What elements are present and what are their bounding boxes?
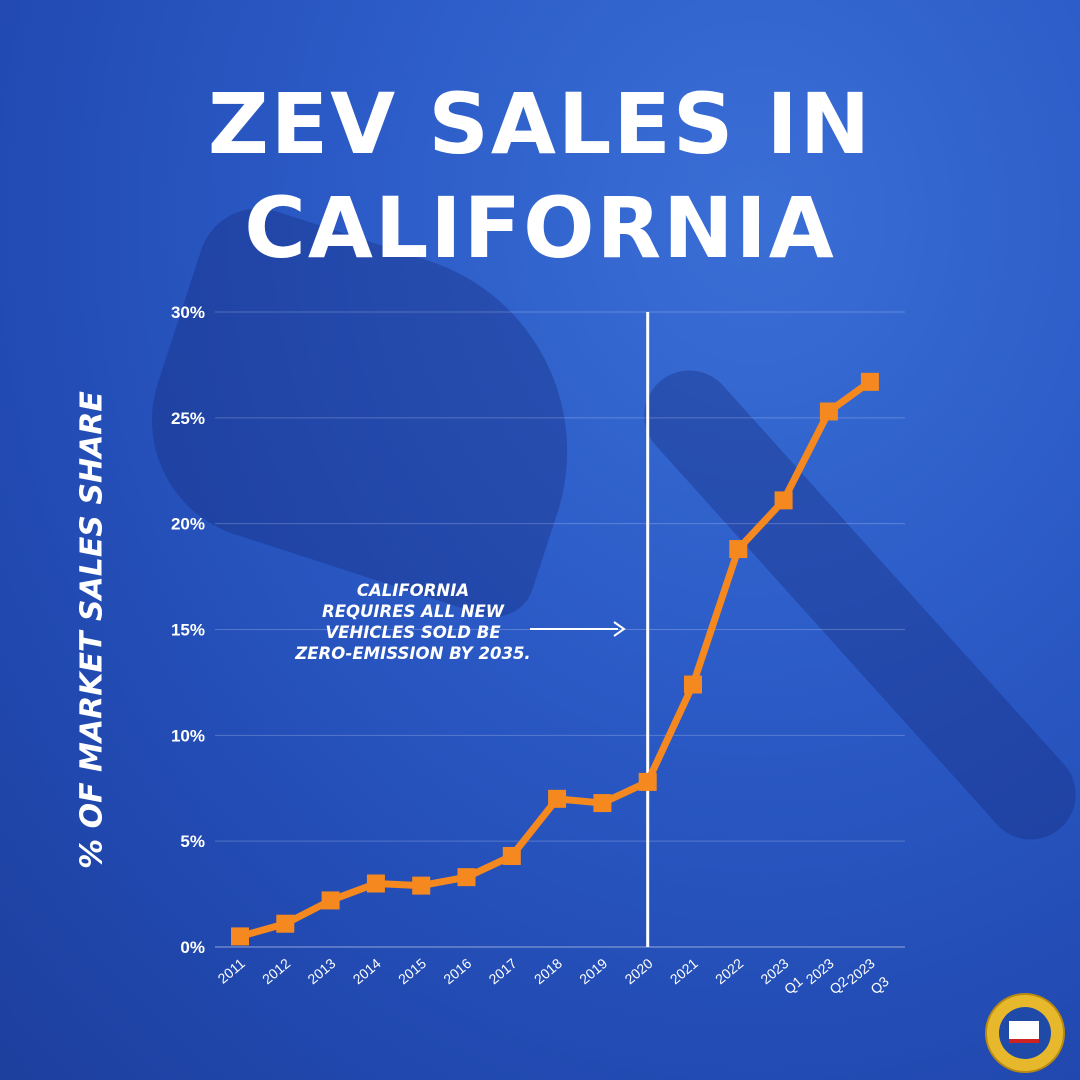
x-tick-label: 2016 [440,955,474,987]
x-tick-label: 2018 [531,955,565,987]
data-point [457,868,476,887]
data-point [774,491,793,510]
y-tick-label: 25% [171,409,205,428]
data-point [366,874,385,893]
data-point [819,402,838,421]
annotation-line: REQUIRES ALL NEW [322,602,504,621]
annotation-line: VEHICLES SOLD BE [325,623,501,642]
annotation-line: ZERO-EMISSION BY 2035. [295,644,531,663]
data-point [548,789,567,808]
data-point [638,772,657,791]
x-tick-label: 2020 [621,955,655,987]
governor-seal-logo [985,993,1065,1073]
x-tick-sublabel: Q3 [867,973,892,997]
page-title: ZEV SALES IN CALIFORNIA [0,72,1080,280]
y-tick-label: 30% [171,303,205,322]
data-point [412,876,431,895]
x-tick-label: 2022 [712,955,746,987]
annotation-line: CALIFORNIA [356,581,470,600]
x-tick-label: 2015 [395,955,429,987]
arrow-head-icon [613,621,626,637]
x-tick-label: 2013 [304,955,338,987]
data-point [276,914,295,933]
x-tick-label: 2012 [259,955,293,987]
x-tick-sublabel: Q1 [781,973,806,997]
x-tick-label: 2021 [667,955,701,987]
title-line-1: ZEV SALES IN [207,75,873,173]
x-tick-label: 2011 [215,955,249,987]
data-point [502,846,521,865]
bear-flag-icon [1009,1021,1039,1043]
annotation: CALIFORNIA REQUIRES ALL NEW VEHICLES SOL… [288,580,538,664]
y-tick-label: 10% [171,726,205,745]
data-point [321,891,340,910]
title-line-2: CALIFORNIA [244,179,836,277]
data-point [860,372,879,391]
data-point [729,540,748,559]
y-tick-label: 0% [180,938,205,957]
x-tick-label: 2017 [486,955,520,987]
x-tick-label: 2014 [350,955,384,987]
y-tick-label: 5% [180,832,205,851]
data-point [684,675,702,694]
x-tick-label: 2019 [576,955,610,987]
y-tick-label: 20% [171,515,205,534]
y-tick-label: 15% [171,621,205,640]
data-point [231,927,249,946]
data-point [593,794,612,813]
